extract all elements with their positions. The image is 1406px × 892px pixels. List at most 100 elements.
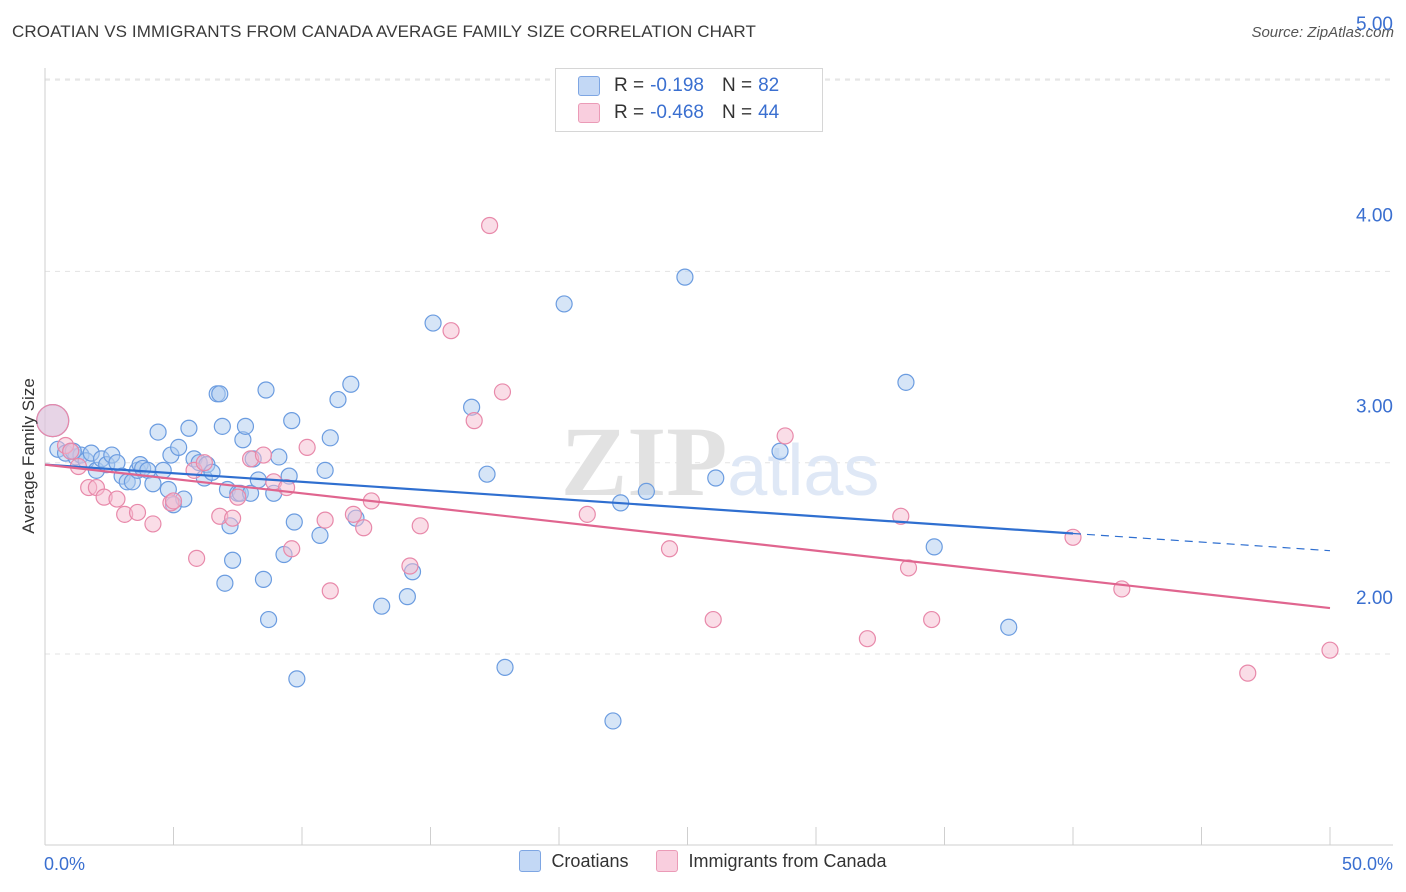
data-point <box>144 515 162 533</box>
chart-title: CROATIAN VS IMMIGRANTS FROM CANADA AVERA… <box>12 22 756 41</box>
data-point <box>344 505 362 523</box>
data-point <box>311 526 329 544</box>
immigrants-canada-points <box>36 216 1339 682</box>
legend-swatch-pink <box>578 103 600 123</box>
data-point <box>316 511 334 529</box>
source-credit: Source: ZipAtlas.com <box>1251 24 1394 41</box>
data-point <box>270 448 288 466</box>
data-point <box>188 549 206 567</box>
data-point <box>776 427 794 445</box>
data-point <box>373 597 391 615</box>
legend-label-croatians: Croatians <box>551 850 629 871</box>
legend-swatch-pink <box>656 850 679 872</box>
data-point <box>283 540 301 558</box>
data-point <box>899 559 918 577</box>
data-point <box>283 412 301 430</box>
data-point <box>411 517 429 535</box>
data-point <box>154 461 172 479</box>
data-point <box>496 658 514 676</box>
data-point <box>285 513 303 531</box>
legend-item-croatians[interactable]: Croatians <box>519 850 628 872</box>
data-point <box>164 492 183 510</box>
data-point <box>224 551 242 569</box>
data-point <box>707 469 725 487</box>
grid-layer <box>45 78 1393 655</box>
data-point <box>493 383 512 401</box>
n-label: N = <box>721 102 753 123</box>
data-point <box>298 438 316 456</box>
y-tick-label: 4.00 <box>1356 205 1393 226</box>
series-legend: Croatians Immigrants from Canada <box>0 850 1406 872</box>
data-point <box>321 582 339 600</box>
data-point <box>254 570 273 588</box>
n-value: 44 <box>758 102 780 123</box>
y-axis-label: Average Family Size <box>19 378 38 534</box>
data-point <box>637 482 655 500</box>
data-point <box>923 610 941 629</box>
legend-label-immigrants-canada: Immigrants from Canada <box>688 850 887 871</box>
watermark-atlas: atlas <box>727 431 879 511</box>
y-tick-label: 2.00 <box>1356 588 1393 609</box>
x-tick-label-min: 0.0% <box>44 854 85 874</box>
watermark: ZIPatlas <box>561 406 880 517</box>
r-value: -0.198 <box>650 75 704 96</box>
data-point <box>229 488 247 506</box>
data-point <box>1239 664 1257 682</box>
trend-line-immigrants-canada <box>44 463 1331 610</box>
data-point <box>555 295 573 313</box>
data-point <box>858 630 877 648</box>
data-point <box>424 314 442 332</box>
legend-swatch-blue <box>578 76 600 96</box>
y-tick-label: 3.00 <box>1356 397 1393 418</box>
data-point <box>355 519 373 537</box>
data-point <box>128 503 147 522</box>
data-point <box>149 423 167 441</box>
data-point <box>213 417 231 435</box>
data-point <box>62 442 80 460</box>
data-point <box>704 610 722 629</box>
data-point <box>401 557 419 575</box>
data-point <box>170 438 188 456</box>
data-point <box>180 419 198 437</box>
data-point <box>398 588 416 606</box>
data-point <box>195 454 213 472</box>
data-point <box>481 216 499 235</box>
data-point <box>925 538 943 556</box>
trend-line-croatians-extension <box>1072 532 1331 552</box>
data-point <box>316 461 334 479</box>
data-point <box>108 490 126 508</box>
y-tick-label: 5.00 <box>1356 14 1393 35</box>
legend-swatch-blue <box>519 850 542 872</box>
data-point <box>676 268 694 286</box>
data-point <box>660 540 679 558</box>
data-point <box>478 465 496 483</box>
data-point <box>771 442 789 460</box>
data-point <box>1321 641 1339 659</box>
legend-item-immigrants-canada[interactable]: Immigrants from Canada <box>656 850 887 872</box>
trend-line-croatians <box>44 463 1074 535</box>
axes-layer: 2.00 3.00 4.00 5.00 <box>44 14 1393 846</box>
data-point <box>259 610 278 629</box>
data-point <box>342 375 360 393</box>
r-label: R = <box>614 75 645 96</box>
data-point <box>321 429 339 447</box>
data-point <box>892 507 910 525</box>
data-point <box>224 509 242 527</box>
data-point <box>216 574 234 592</box>
data-point <box>465 412 483 430</box>
n-label: N = <box>721 75 753 96</box>
data-point <box>1064 528 1082 546</box>
data-point <box>442 322 460 340</box>
data-point <box>288 670 306 688</box>
legend-row-immigrants-canada: R = -0.468 N = 44 <box>578 100 797 126</box>
data-point <box>604 712 622 730</box>
stats-legend: R = -0.198 N = 82 R = -0.468 N = 44 <box>555 68 823 132</box>
data-point <box>578 505 596 523</box>
data-point <box>211 385 229 403</box>
data-point <box>254 446 273 464</box>
trend-lines <box>44 463 1331 610</box>
r-label: R = <box>614 102 645 123</box>
data-point <box>897 373 915 391</box>
x-tick-label-max: 50.0% <box>1342 854 1393 874</box>
